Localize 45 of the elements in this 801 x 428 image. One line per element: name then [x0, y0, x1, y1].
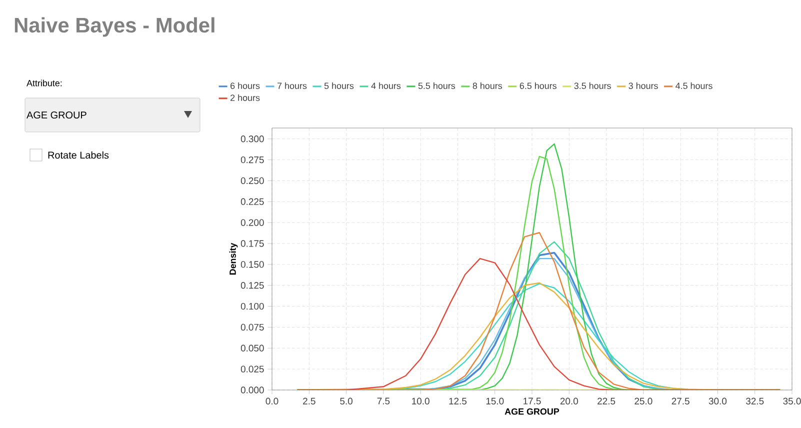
legend-label: 5.5 hours — [418, 82, 456, 89]
x-tick-label: 5.0 — [340, 398, 352, 404]
y-tick-label: 0.200 — [240, 219, 264, 226]
legend-label: 6.5 hours — [520, 82, 556, 89]
legend-label: 5 hours — [324, 82, 354, 89]
legend-label: 8 hours — [472, 82, 502, 89]
y-tick-label: 0.125 — [240, 282, 264, 289]
legend-label: 2 hours — [230, 94, 260, 101]
y-tick-label: 0.025 — [240, 366, 264, 372]
y-tick-label: 0.225 — [240, 198, 264, 206]
x-tick-label: 7.5 — [377, 398, 390, 404]
x-tick-label: 27.5 — [672, 398, 690, 404]
x-tick-label: 15.0 — [486, 398, 504, 404]
x-tick-label: 20.0 — [560, 398, 578, 404]
y-tick-label: 0.275 — [240, 156, 264, 164]
x-tick-label: 35.0 — [783, 398, 801, 404]
x-tick-label: 12.5 — [449, 398, 467, 404]
y-tick-label: 0.250 — [240, 177, 264, 184]
text: Attribute: — [26, 80, 62, 86]
x-tick-label: 30.0 — [708, 398, 727, 404]
y-tick-label: 0.150 — [240, 261, 264, 268]
x-tick-label: 22.5 — [598, 398, 616, 404]
legend-label: 7 hours — [278, 82, 307, 89]
legend-label: 4 hours — [371, 82, 401, 89]
legend-label: 3 hours — [628, 82, 658, 89]
legend-label: 4.5 hours — [676, 82, 712, 89]
text: AGE GROUP — [26, 111, 86, 119]
legend-label: 6 hours — [230, 82, 260, 89]
x-tick-label: 2.5 — [303, 398, 316, 404]
y-tick-label: 0.100 — [240, 302, 264, 310]
x-tick-label: 17.5 — [524, 398, 541, 404]
y-tick-label: 0.000 — [240, 386, 264, 394]
legend-label: 3.5 hours — [574, 82, 611, 89]
x-tick-label: 10.0 — [412, 398, 430, 404]
x-axis-title: AGE GROUP — [504, 408, 560, 415]
chart-title: Naive Bayes - Model — [14, 17, 214, 37]
x-tick-label: 32.5 — [746, 398, 764, 404]
y-tick-label: 0.050 — [240, 344, 264, 352]
y-axis-title: Density — [229, 242, 238, 275]
y-tick-label: 0.300 — [240, 136, 264, 142]
y-tick-label: 0.175 — [240, 240, 264, 247]
y-tick-label: 0.075 — [240, 324, 264, 331]
x-tick-label: 0.0 — [266, 398, 278, 404]
text: Rotate Labels — [48, 151, 109, 159]
x-tick-label: 25.0 — [634, 398, 652, 404]
